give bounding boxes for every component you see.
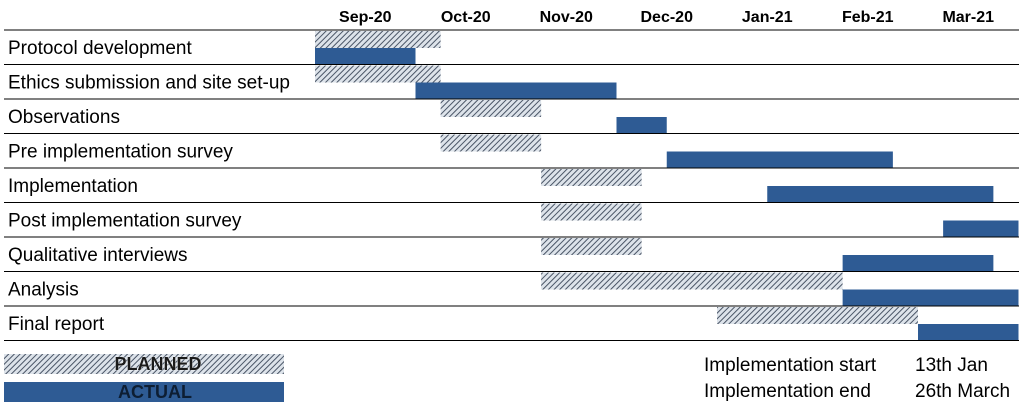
actual-bar: [842, 255, 994, 271]
month-label: Nov-20: [540, 9, 593, 26]
task-label: Post implementation survey: [8, 211, 242, 232]
actual-bar: [315, 48, 416, 64]
planned-bar: [541, 203, 642, 221]
legend-planned-label: PLANNED: [114, 354, 201, 374]
planned-bar: [315, 65, 441, 83]
legend-planned-swatch: [4, 354, 284, 374]
planned-bar: [440, 134, 542, 152]
implementation-start-value: 13th Jan: [915, 355, 988, 376]
legend-actual-label: ACTUAL: [118, 382, 192, 402]
actual-bar: [666, 151, 893, 168]
implementation-start-label: Implementation start: [704, 355, 877, 376]
task-label: Ethics submission and site set-up: [8, 73, 290, 94]
actual-bar: [943, 220, 1019, 237]
task-label: Final report: [8, 314, 105, 335]
task-bars: [315, 31, 1019, 340]
implementation-end-label: Implementation end: [704, 381, 871, 402]
month-label: Sep-20: [339, 9, 392, 26]
task-label: Qualitative interviews: [8, 245, 188, 266]
month-label: Dec-20: [641, 9, 694, 26]
task-label: Implementation: [8, 176, 138, 197]
legend-actual-swatch: [4, 382, 284, 402]
month-label: Jan-21: [742, 9, 793, 26]
actual-bar: [918, 324, 1019, 340]
task-label: Protocol development: [8, 38, 192, 59]
implementation-end-value: 26th March: [915, 381, 1010, 402]
month-label: Feb-21: [842, 9, 894, 26]
planned-bar: [315, 31, 441, 48]
grid-lines: [4, 29, 1019, 341]
planned-bar: [440, 100, 542, 117]
actual-bar: [616, 117, 667, 133]
planned-bar: [541, 169, 642, 186]
actual-bar: [767, 186, 994, 202]
month-header: Sep-20 Oct-20 Nov-20 Dec-20 Jan-21 Feb-21 Mar-…: [339, 9, 994, 26]
legend: PLANNED ACTUAL: [4, 354, 284, 402]
actual-bar: [842, 289, 1019, 306]
task-label: Pre implementation survey: [8, 142, 233, 163]
actual-bar: [415, 82, 617, 99]
task-label: Observations: [8, 107, 120, 128]
month-label: Oct-20: [441, 9, 491, 26]
planned-bar: [541, 272, 843, 290]
planned-bar: [717, 307, 918, 324]
task-label: Analysis: [8, 280, 79, 301]
planned-bar: [541, 238, 642, 255]
task-labels: Protocol development Ethics submission an…: [8, 38, 290, 335]
month-label: Mar-21: [942, 9, 994, 26]
implementation-notes: Implementation start 13th Jan Implementa…: [704, 355, 1010, 402]
